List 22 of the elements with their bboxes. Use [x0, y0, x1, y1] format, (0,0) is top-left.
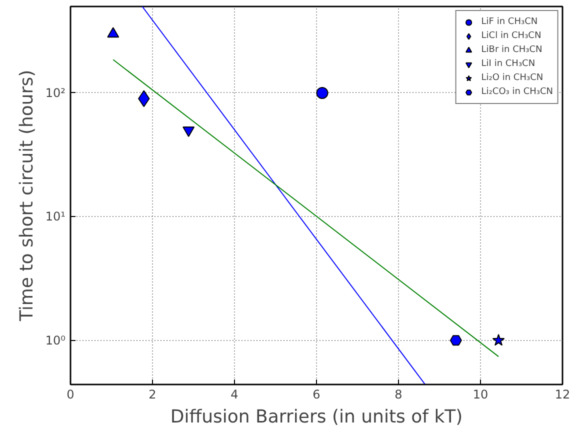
- point: [107, 27, 120, 38]
- legend-label: LiBr in CH₃CN: [481, 44, 542, 57]
- y-tick-label: 10²: [45, 86, 66, 100]
- y-tick-label: 10⁰: [45, 333, 66, 348]
- x-tick-label: 4: [230, 388, 238, 402]
- point: [492, 334, 505, 346]
- y-tick-label: 10¹: [45, 210, 66, 224]
- legend-label: Li₂CO₃ in CH₃CN: [481, 86, 553, 99]
- legend-label: LiCl in CH₃CN: [481, 30, 542, 43]
- x-tick-label: 8: [394, 388, 402, 402]
- x-tick-label: 6: [312, 388, 320, 402]
- y-axis-title: Time to short circuit (hours): [16, 70, 38, 322]
- x-tick-label: 12: [554, 388, 570, 402]
- x-axis-title: Diffusion Barriers (in units of kT): [170, 406, 463, 428]
- legend-label: LiF in CH₃CN: [481, 16, 538, 29]
- x-tick-label: 0: [66, 388, 74, 402]
- legend-label: Li₂O in CH₃CN: [481, 72, 544, 85]
- legend-label: LiI in CH₃CN: [481, 58, 536, 71]
- point: [316, 86, 328, 99]
- x-tick-label: 10: [472, 388, 488, 402]
- point: [450, 335, 462, 346]
- x-tick-label: 2: [148, 388, 156, 402]
